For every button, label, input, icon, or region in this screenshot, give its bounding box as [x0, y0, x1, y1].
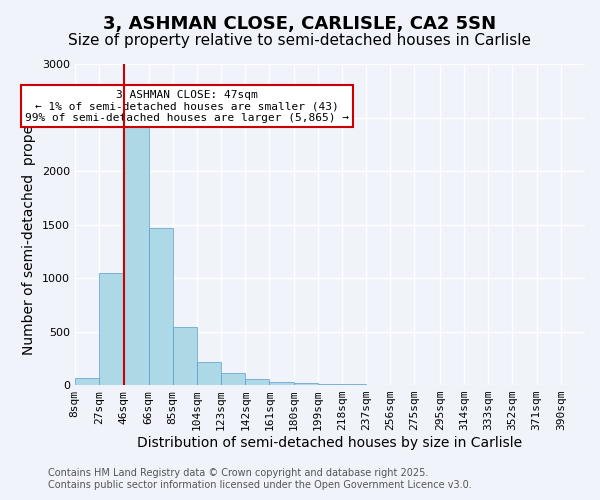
Bar [269, 382, 293, 385]
Bar [123, 123, 149, 385]
Bar [173, 328, 197, 385]
Bar [318, 384, 342, 385]
Bar [149, 228, 173, 385]
Text: 3 ASHMAN CLOSE: 47sqm
← 1% of semi-detached houses are smaller (43)
99% of semi-: 3 ASHMAN CLOSE: 47sqm ← 1% of semi-detac… [25, 90, 349, 123]
Bar [293, 383, 318, 385]
Text: Size of property relative to semi-detached houses in Carlisle: Size of property relative to semi-detach… [68, 32, 532, 48]
Bar [342, 384, 366, 385]
Text: 3, ASHMAN CLOSE, CARLISLE, CA2 5SN: 3, ASHMAN CLOSE, CARLISLE, CA2 5SN [103, 15, 497, 33]
Bar [197, 362, 221, 385]
Bar [245, 379, 269, 385]
X-axis label: Distribution of semi-detached houses by size in Carlisle: Distribution of semi-detached houses by … [137, 436, 523, 450]
Y-axis label: Number of semi-detached  properties: Number of semi-detached properties [22, 94, 36, 355]
Bar [99, 272, 123, 385]
Bar [366, 384, 390, 385]
Bar [74, 378, 99, 385]
Text: Contains HM Land Registry data © Crown copyright and database right 2025.
Contai: Contains HM Land Registry data © Crown c… [48, 468, 472, 490]
Bar [221, 374, 245, 385]
